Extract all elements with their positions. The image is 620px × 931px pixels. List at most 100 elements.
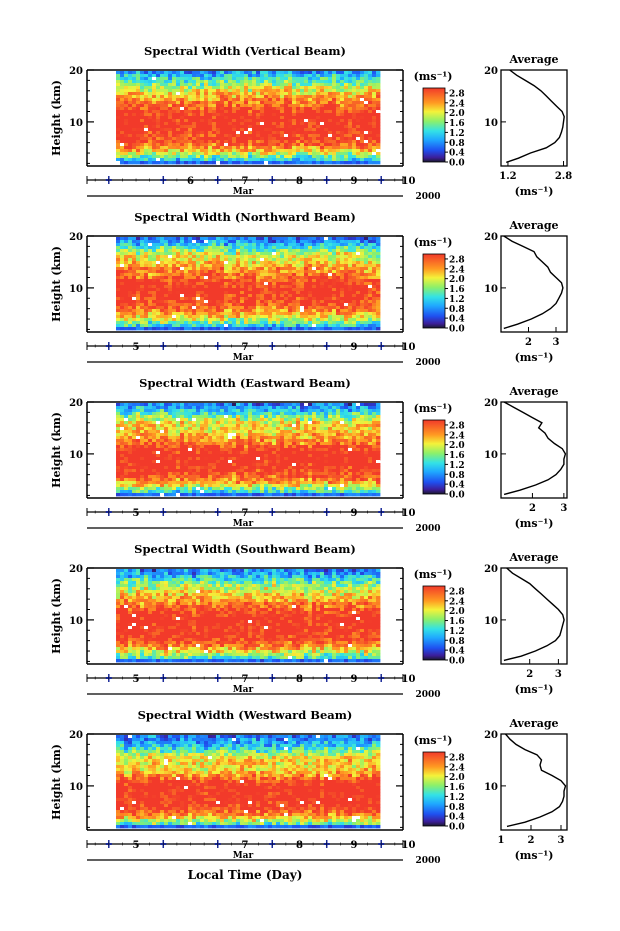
heatmap-cell xyxy=(184,92,189,96)
heatmap-cell xyxy=(120,300,125,304)
heatmap-cell xyxy=(136,415,141,419)
heatmap-cell xyxy=(168,83,173,87)
heatmap-cell xyxy=(172,466,177,470)
heatmap-cell xyxy=(356,258,361,262)
heatmap-cell xyxy=(204,146,209,150)
heatmap-cell xyxy=(372,137,377,141)
heatmap-cell xyxy=(296,270,301,274)
heatmap-cell xyxy=(176,285,181,289)
heatmap-cell xyxy=(148,457,153,461)
heatmap-cell xyxy=(292,324,297,328)
heatmap-cell xyxy=(144,246,149,250)
heatmap-cell xyxy=(356,149,361,153)
heatmap-cell xyxy=(280,98,285,102)
heatmap-cell xyxy=(280,288,285,292)
heatmap-cell xyxy=(172,300,177,304)
heatmap-cell xyxy=(136,137,141,141)
heatmap-cell xyxy=(196,107,201,111)
heatmap-cell xyxy=(164,460,169,464)
heatmap-cell xyxy=(340,321,345,325)
heatmap-cell xyxy=(128,327,133,331)
heatmap-cell xyxy=(188,433,193,437)
heatmap-cell xyxy=(252,273,257,277)
heatmap-cell xyxy=(360,125,365,129)
heatmap-cell xyxy=(132,128,137,132)
average-x-tick-label: 1.2 xyxy=(499,171,516,182)
heatmap-cell xyxy=(132,472,137,476)
heatmap-cell xyxy=(164,457,169,461)
heatmap-cell xyxy=(260,252,265,256)
heatmap-cell xyxy=(304,288,309,292)
heatmap-cell xyxy=(152,478,157,482)
heatmap-cell xyxy=(280,258,285,262)
heatmap-cell xyxy=(136,490,141,494)
heatmap-cell xyxy=(324,288,329,292)
heatmap-cell xyxy=(136,122,141,126)
heatmap-cell xyxy=(288,116,293,120)
year-label: 2000 xyxy=(415,358,440,368)
heatmap-cell xyxy=(332,237,337,241)
heatmap-cell xyxy=(128,493,133,497)
heatmap-cell xyxy=(208,125,213,129)
heatmap-cell xyxy=(200,155,205,159)
heatmap-cell xyxy=(180,267,184,270)
heatmap-cell xyxy=(232,158,237,162)
heatmap-cell xyxy=(264,137,269,141)
heatmap-cell xyxy=(144,454,149,458)
heatmap-cell xyxy=(348,146,353,150)
heatmap-cell xyxy=(196,472,201,476)
heatmap-cell xyxy=(336,312,341,316)
heatmap-cell xyxy=(116,282,121,286)
heatmap-cell xyxy=(152,243,157,247)
x-tick-label: 7 xyxy=(242,342,249,353)
heatmap-cell xyxy=(204,297,209,301)
heatmap-cell xyxy=(204,155,209,159)
heatmap-cell xyxy=(184,478,189,482)
heatmap-cell xyxy=(120,472,125,476)
heatmap-cell xyxy=(268,122,273,126)
heatmap-cell xyxy=(308,240,313,244)
heatmap-cell xyxy=(244,258,249,262)
heatmap-cell xyxy=(220,155,225,159)
heatmap-cell xyxy=(220,149,225,153)
heatmap-cell xyxy=(120,71,125,75)
heatmap-cell xyxy=(188,472,193,476)
heatmap-cell xyxy=(348,249,353,253)
heatmap-cell xyxy=(288,324,293,328)
heatmap-cell xyxy=(172,436,177,440)
heatmap-cell xyxy=(144,291,149,295)
heatmap-cell xyxy=(196,433,201,437)
heatmap-cell xyxy=(244,152,249,156)
heatmap-cell xyxy=(348,252,353,256)
heatmap-cell xyxy=(324,140,329,144)
heatmap-cell xyxy=(192,279,197,283)
heatmap-cell xyxy=(128,282,133,286)
heatmap-cell xyxy=(172,158,177,162)
heatmap-cell xyxy=(212,152,217,156)
heatmap-cell xyxy=(140,481,145,485)
heatmap-cell xyxy=(152,107,157,111)
heatmap-cell xyxy=(260,116,265,120)
heatmap-cell xyxy=(168,279,173,283)
heatmap-cell xyxy=(136,155,141,159)
heatmap-cell xyxy=(132,74,137,78)
heatmap-cell xyxy=(176,448,181,452)
heatmap-cell xyxy=(160,74,165,78)
heatmap-cell xyxy=(228,264,233,268)
heatmap-cell xyxy=(364,267,369,271)
heatmap-cell xyxy=(352,243,357,247)
heatmap-cell xyxy=(272,279,277,283)
heatmap-cell xyxy=(272,312,277,316)
heatmap-cell xyxy=(120,89,125,93)
x-tick-label: 8 xyxy=(296,176,303,187)
heatmap-cell xyxy=(180,454,185,458)
heatmap-cell xyxy=(368,146,373,150)
heatmap-cell xyxy=(208,122,213,126)
heatmap-cell xyxy=(184,140,189,144)
heatmap-cell xyxy=(224,291,229,295)
heatmap-cell xyxy=(136,321,141,325)
heatmap-cell xyxy=(376,237,381,241)
heatmap-cell xyxy=(212,273,217,277)
heatmap-cell xyxy=(196,161,201,165)
heatmap-cell xyxy=(340,249,345,253)
